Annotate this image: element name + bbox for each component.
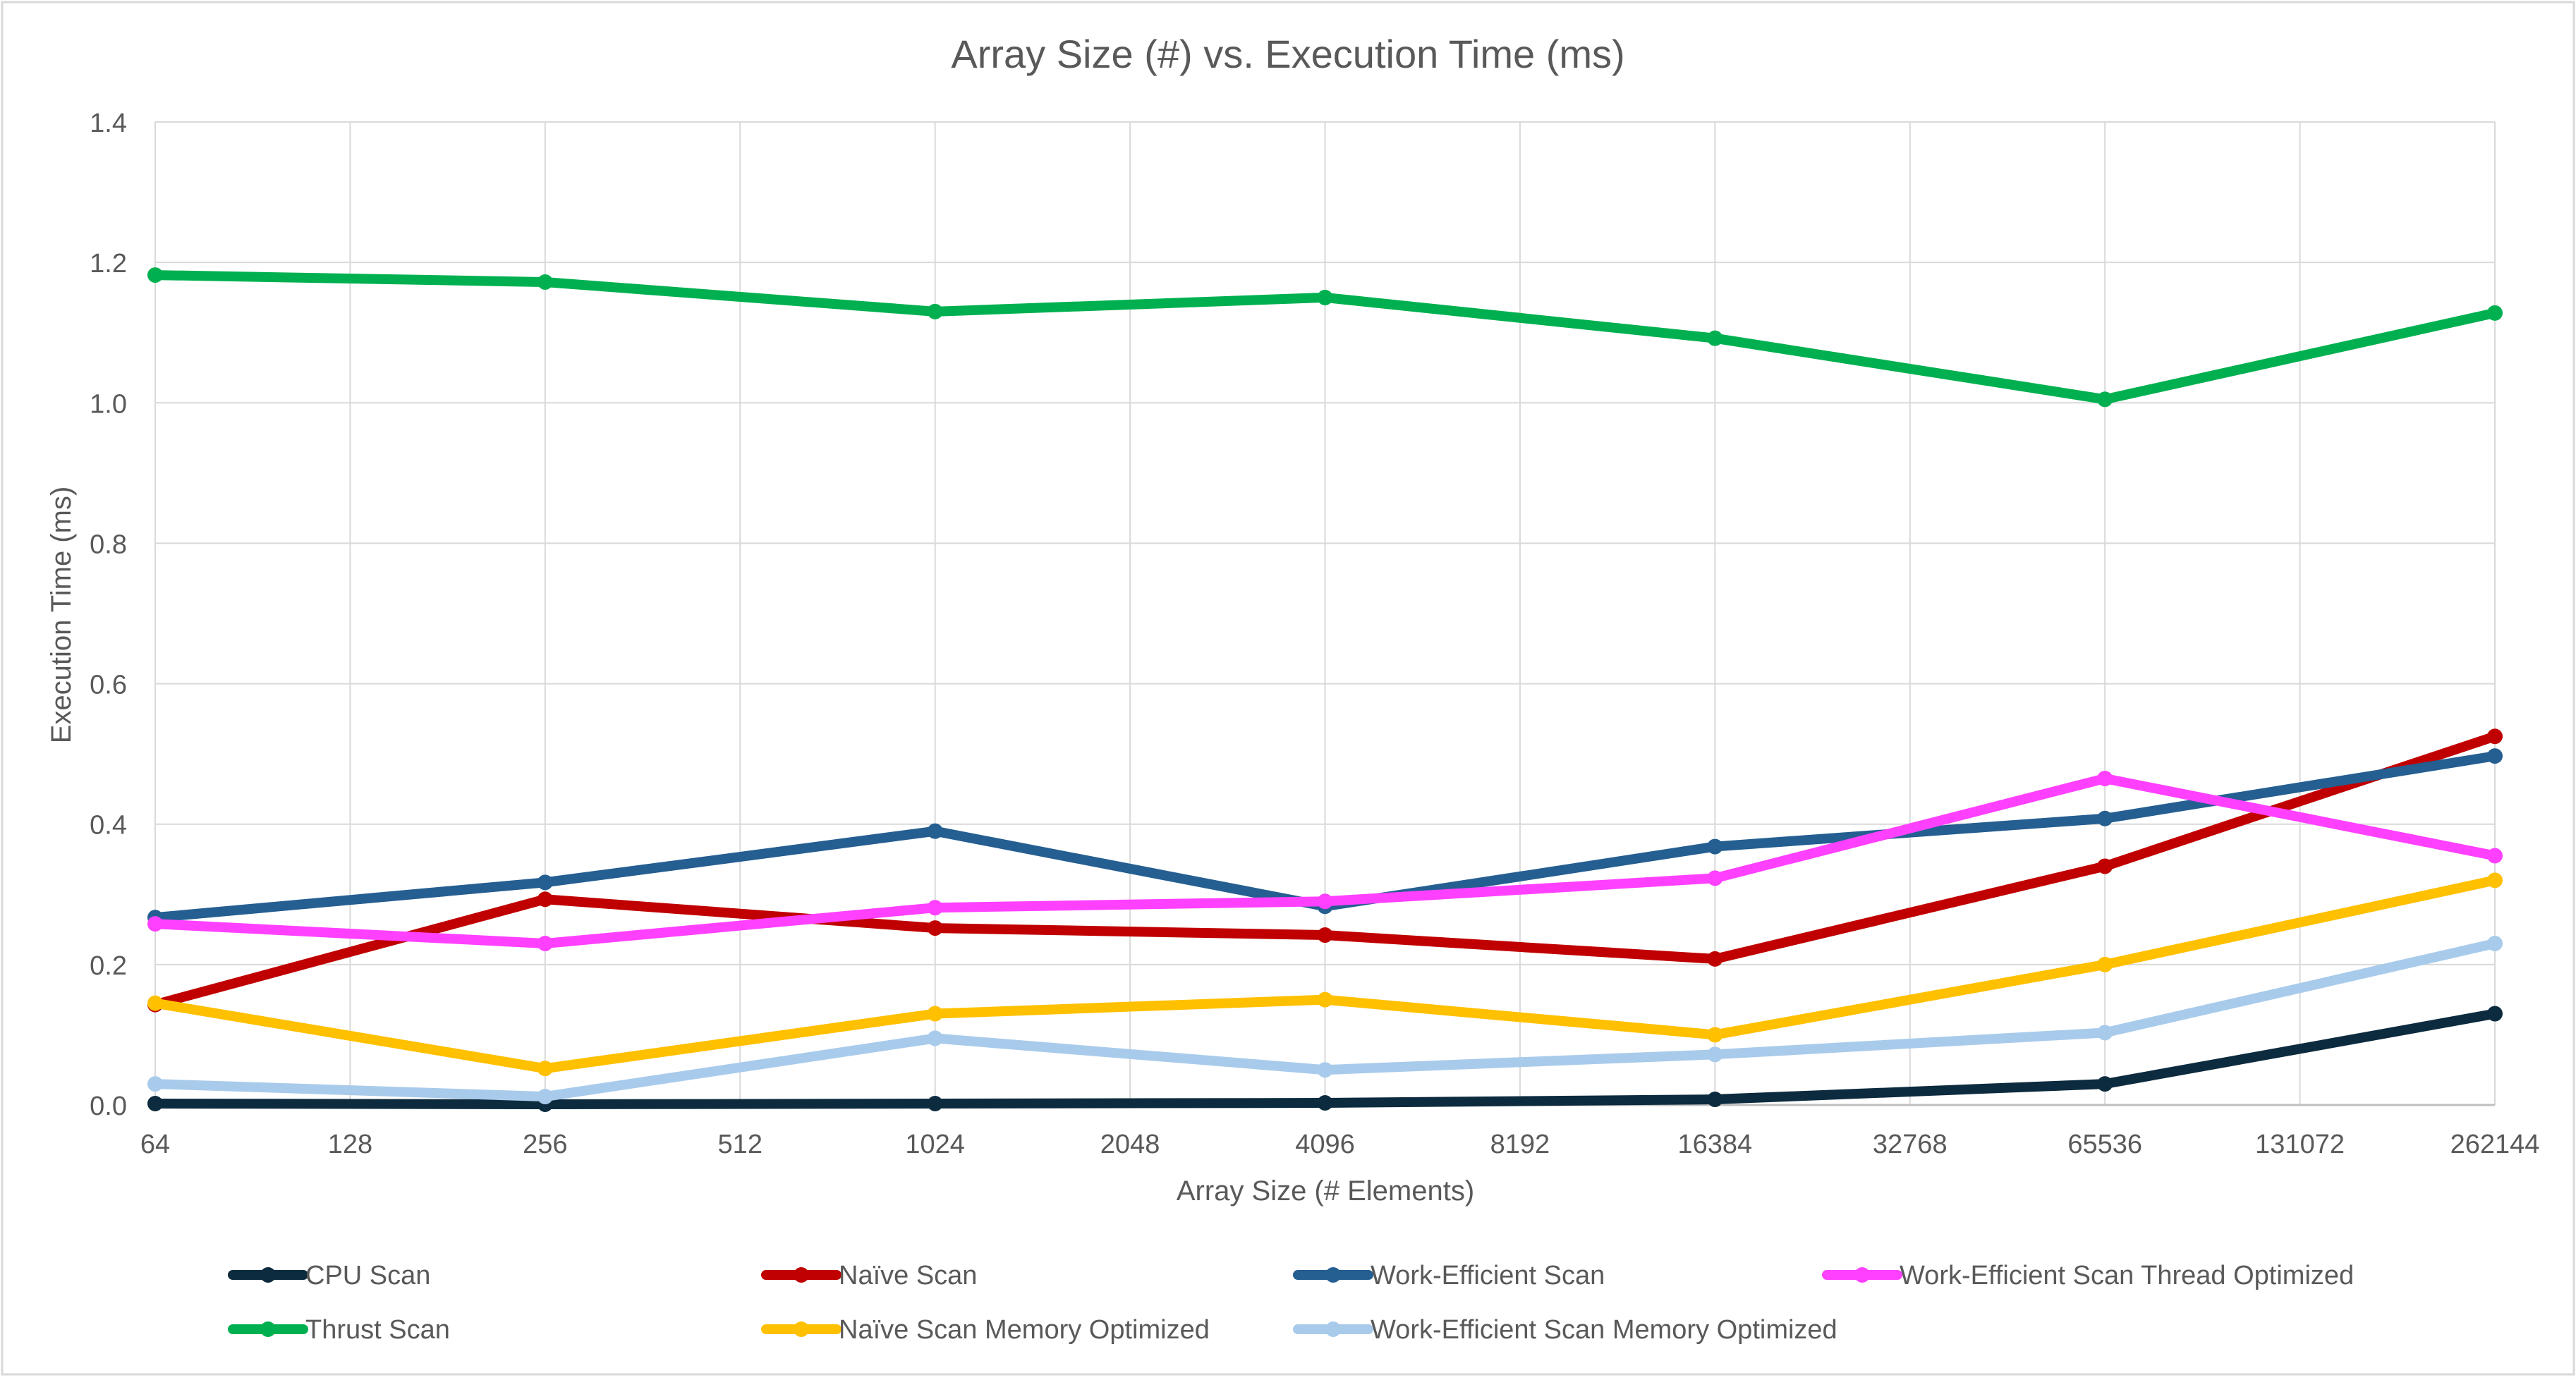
x-tick-label: 65536 bbox=[2067, 1130, 2142, 1159]
data-point bbox=[537, 874, 553, 891]
data-point bbox=[147, 1076, 163, 1092]
data-point bbox=[537, 891, 553, 908]
data-point bbox=[1317, 1095, 1333, 1111]
legend-item: Work-Efficient Scan bbox=[1293, 1261, 1605, 1290]
data-point bbox=[927, 1006, 943, 1022]
x-tick-label: 256 bbox=[523, 1130, 567, 1159]
data-point bbox=[1707, 1046, 1723, 1063]
data-point bbox=[1707, 838, 1723, 855]
series-work-efficient-scan-memory-optimized bbox=[147, 935, 2503, 1105]
data-point bbox=[2487, 935, 2503, 951]
series-na-ve-scan-memory-optimized bbox=[147, 872, 2503, 1077]
series-work-efficient-scan-thread-optimized bbox=[147, 770, 2503, 951]
y-tick-label: 0.8 bbox=[90, 530, 127, 559]
data-point bbox=[2487, 305, 2503, 321]
data-point bbox=[2097, 956, 2113, 972]
data-point bbox=[1707, 951, 1723, 967]
data-point bbox=[927, 920, 943, 936]
data-point bbox=[2097, 810, 2113, 826]
data-point bbox=[147, 995, 163, 1011]
y-tick-label: 1.4 bbox=[90, 109, 127, 138]
x-tick-label: 2048 bbox=[1100, 1130, 1160, 1159]
legend-item: Work-Efficient Scan Thread Optimized bbox=[1822, 1261, 2354, 1290]
data-point bbox=[1317, 927, 1333, 944]
x-tick-label: 16384 bbox=[1677, 1130, 1752, 1159]
data-point bbox=[147, 916, 163, 932]
legend-item: Work-Efficient Scan Memory Optimized bbox=[1293, 1315, 1837, 1345]
legend-item: Naïve Scan Memory Optimized bbox=[761, 1315, 1210, 1345]
legend-label: Work-Efficient Scan bbox=[1371, 1261, 1605, 1290]
data-point bbox=[537, 935, 553, 951]
data-point bbox=[1317, 289, 1333, 305]
data-point bbox=[2487, 748, 2503, 764]
x-tick-label: 262144 bbox=[2450, 1130, 2540, 1159]
y-tick-label: 1.0 bbox=[90, 389, 127, 419]
legend: CPU Scan Naïve Scan Work-Efficient Scan Wor… bbox=[228, 1261, 2354, 1345]
legend-label: Naïve Scan bbox=[839, 1261, 977, 1290]
legend-swatch-marker bbox=[260, 1321, 276, 1337]
legend-swatch-marker bbox=[260, 1267, 276, 1283]
legend-swatch-marker bbox=[1325, 1321, 1341, 1337]
data-point bbox=[927, 1030, 943, 1046]
data-point bbox=[1707, 870, 1723, 886]
y-tick-label: 1.2 bbox=[90, 249, 127, 279]
data-point bbox=[2097, 391, 2113, 408]
legend-swatch-marker bbox=[794, 1267, 809, 1283]
x-axis-title: Array Size (# Elements) bbox=[1177, 1176, 1474, 1207]
data-point bbox=[1317, 1062, 1333, 1078]
x-tick-label: 128 bbox=[328, 1130, 372, 1159]
data-point bbox=[2097, 858, 2113, 874]
data-point bbox=[2487, 728, 2503, 745]
data-point bbox=[2487, 848, 2503, 864]
data-point bbox=[2487, 1006, 2503, 1022]
y-tick-label: 0.4 bbox=[90, 811, 127, 841]
data-point bbox=[1317, 893, 1333, 910]
series-lines bbox=[147, 267, 2503, 1113]
legend-swatch-marker bbox=[794, 1321, 809, 1337]
legend-label: Work-Efficient Scan Thread Optimized bbox=[1900, 1261, 2354, 1290]
data-point bbox=[2487, 872, 2503, 889]
data-point bbox=[927, 303, 943, 319]
data-point bbox=[1707, 1092, 1723, 1108]
data-point bbox=[2097, 770, 2113, 786]
data-point bbox=[1317, 991, 1333, 1008]
series-thrust-scan bbox=[147, 267, 2503, 408]
data-point bbox=[2097, 1076, 2113, 1092]
data-point bbox=[927, 1096, 943, 1112]
data-point bbox=[537, 274, 553, 291]
y-axis-title: Execution Time (ms) bbox=[46, 487, 77, 744]
legend-label: CPU Scan bbox=[305, 1261, 430, 1290]
data-point bbox=[147, 267, 163, 283]
data-point bbox=[537, 1089, 553, 1105]
x-tick-label: 4096 bbox=[1295, 1130, 1355, 1159]
legend-item: Thrust Scan bbox=[228, 1315, 450, 1345]
x-tick-label: 131072 bbox=[2255, 1130, 2345, 1159]
x-tick-label: 32768 bbox=[1873, 1130, 1948, 1159]
data-point bbox=[2097, 1025, 2113, 1041]
data-point bbox=[147, 1096, 163, 1112]
legend-item: CPU Scan bbox=[228, 1261, 430, 1290]
legend-swatch-marker bbox=[1854, 1267, 1870, 1283]
y-tick-label: 0.0 bbox=[90, 1092, 127, 1121]
x-tick-label: 64 bbox=[140, 1130, 170, 1159]
data-point bbox=[927, 823, 943, 839]
data-point bbox=[1707, 1027, 1723, 1043]
y-tick-label: 0.2 bbox=[90, 951, 127, 981]
legend-label: Thrust Scan bbox=[305, 1315, 450, 1345]
legend-item: Naïve Scan bbox=[761, 1261, 977, 1290]
data-point bbox=[537, 1061, 553, 1077]
x-tick-label: 8192 bbox=[1490, 1130, 1550, 1159]
data-point bbox=[927, 900, 943, 916]
data-point bbox=[1707, 330, 1723, 346]
x-tick-label: 1024 bbox=[905, 1130, 965, 1159]
legend-label: Work-Efficient Scan Memory Optimized bbox=[1371, 1315, 1837, 1345]
chart-title: Array Size (#) vs. Execution Time (ms) bbox=[951, 32, 1624, 76]
legend-swatch-marker bbox=[1325, 1267, 1341, 1283]
legend-label: Naïve Scan Memory Optimized bbox=[839, 1315, 1210, 1345]
x-tick-label: 512 bbox=[718, 1130, 763, 1159]
y-tick-label: 0.6 bbox=[90, 671, 127, 700]
